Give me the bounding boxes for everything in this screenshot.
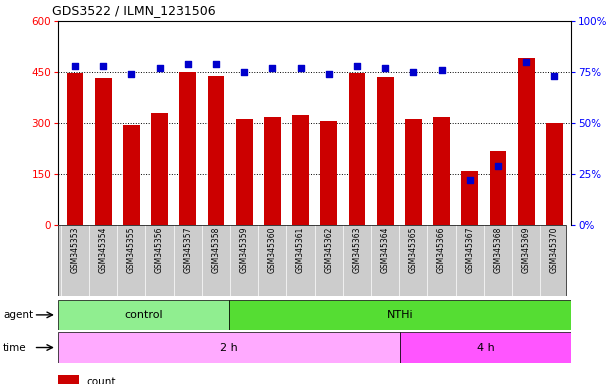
Text: control: control [124,310,163,320]
Bar [320,121,337,225]
Point [493,162,503,169]
Bar [229,300,571,330]
Point [183,61,192,67]
Text: GSM345364: GSM345364 [381,227,390,273]
Text: GSM345356: GSM345356 [155,227,164,273]
Bar [264,117,281,225]
Bar [400,332,571,363]
Bar [433,117,450,225]
Text: time: time [3,343,27,353]
Bar [67,73,84,225]
Point [521,59,531,65]
Text: GSM345359: GSM345359 [240,227,249,273]
Point [211,61,221,67]
Bar [518,58,535,225]
Text: count: count [86,377,115,384]
Text: NTHi: NTHi [387,310,414,320]
Bar [461,171,478,225]
Point [380,65,390,71]
Bar [58,332,400,363]
Point [70,63,80,69]
Bar [489,151,507,225]
Point [155,65,164,71]
Text: 4 h: 4 h [477,343,495,353]
Point [549,73,559,79]
Text: GSM345358: GSM345358 [211,227,221,273]
Point [409,69,419,75]
Text: 2 h: 2 h [220,343,238,353]
Bar [179,72,196,225]
Bar [546,123,563,225]
Point [296,65,306,71]
Text: GDS3522 / ILMN_1231506: GDS3522 / ILMN_1231506 [52,4,216,17]
Bar [123,125,140,225]
Text: GSM345355: GSM345355 [127,227,136,273]
Point [240,69,249,75]
Text: GSM345370: GSM345370 [550,227,559,273]
Bar [58,300,229,330]
Bar [348,73,365,225]
Point [437,67,447,73]
Bar [236,119,252,225]
Bar [151,113,168,225]
Bar [292,115,309,225]
Text: GSM345366: GSM345366 [437,227,446,273]
Point [352,63,362,69]
Text: agent: agent [3,310,33,320]
Point [268,65,277,71]
Point [126,71,136,77]
Point [465,177,475,183]
Text: GSM345369: GSM345369 [522,227,531,273]
Text: GSM345360: GSM345360 [268,227,277,273]
Text: GSM345363: GSM345363 [353,227,362,273]
Bar [405,119,422,225]
Text: GSM345353: GSM345353 [70,227,79,273]
Point [98,63,108,69]
Text: GSM345361: GSM345361 [296,227,305,273]
Text: GSM345365: GSM345365 [409,227,418,273]
Bar [377,77,393,225]
Bar [95,78,112,225]
Text: GSM345354: GSM345354 [98,227,108,273]
Text: GSM345367: GSM345367 [465,227,474,273]
Text: GSM345362: GSM345362 [324,227,333,273]
Bar [58,375,79,384]
Point [324,71,334,77]
Bar [208,76,224,225]
Text: GSM345368: GSM345368 [494,227,502,273]
Text: GSM345357: GSM345357 [183,227,192,273]
